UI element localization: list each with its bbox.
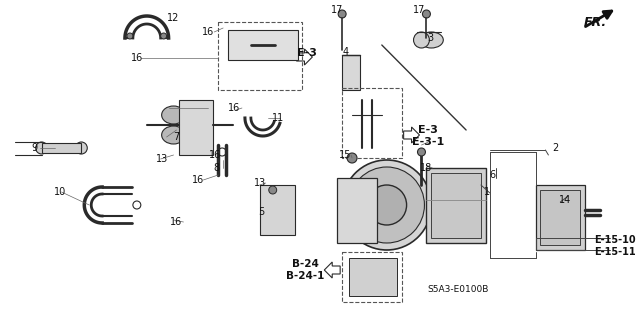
Bar xyxy=(540,190,580,245)
Text: FR.: FR. xyxy=(584,16,607,28)
Bar xyxy=(426,168,486,243)
Polygon shape xyxy=(404,127,419,143)
Polygon shape xyxy=(324,262,340,278)
Text: 9: 9 xyxy=(31,143,38,153)
Text: 6: 6 xyxy=(490,170,496,180)
Circle shape xyxy=(269,186,276,194)
Polygon shape xyxy=(296,49,312,65)
Ellipse shape xyxy=(349,167,424,243)
Bar xyxy=(42,143,81,153)
Text: 2: 2 xyxy=(552,143,559,153)
Bar xyxy=(342,252,402,302)
Text: E-15-11: E-15-11 xyxy=(594,247,636,257)
Text: 18: 18 xyxy=(420,163,433,173)
Bar xyxy=(536,185,585,250)
Text: 16: 16 xyxy=(170,217,182,227)
Ellipse shape xyxy=(419,32,444,48)
Ellipse shape xyxy=(162,106,186,124)
Text: 16: 16 xyxy=(202,27,214,37)
Circle shape xyxy=(161,33,166,39)
Ellipse shape xyxy=(540,213,560,237)
Ellipse shape xyxy=(359,265,375,285)
Text: B-24: B-24 xyxy=(292,259,319,269)
Ellipse shape xyxy=(560,213,580,237)
Circle shape xyxy=(127,33,133,39)
Text: 16: 16 xyxy=(192,175,204,185)
Text: 7: 7 xyxy=(173,132,180,142)
Bar xyxy=(337,178,377,243)
Circle shape xyxy=(422,10,430,18)
Text: E-15-10: E-15-10 xyxy=(594,235,636,245)
Text: 17: 17 xyxy=(331,5,344,15)
Text: E-3-1: E-3-1 xyxy=(412,137,445,147)
Text: 14: 14 xyxy=(559,195,572,205)
Ellipse shape xyxy=(76,142,87,154)
Bar xyxy=(260,185,294,235)
Text: S5A3-E0100B: S5A3-E0100B xyxy=(428,286,489,294)
Ellipse shape xyxy=(235,37,251,53)
Text: 3: 3 xyxy=(428,33,433,43)
Text: 16: 16 xyxy=(209,150,221,160)
Text: 16: 16 xyxy=(131,53,143,63)
Ellipse shape xyxy=(342,160,431,250)
Bar xyxy=(431,173,481,238)
Text: 17: 17 xyxy=(413,5,426,15)
Circle shape xyxy=(417,148,426,156)
Text: 10: 10 xyxy=(54,187,67,197)
Ellipse shape xyxy=(345,203,369,227)
Text: E-3: E-3 xyxy=(298,48,317,58)
Text: 5: 5 xyxy=(258,207,264,217)
Circle shape xyxy=(338,10,346,18)
Ellipse shape xyxy=(442,185,471,205)
Bar xyxy=(342,55,360,90)
Text: 13: 13 xyxy=(156,154,168,164)
Bar xyxy=(179,100,213,155)
Bar xyxy=(228,30,298,60)
Text: 4: 4 xyxy=(343,47,349,57)
Text: 8: 8 xyxy=(213,163,220,173)
Text: 12: 12 xyxy=(167,13,180,23)
Text: 15: 15 xyxy=(339,150,351,160)
Ellipse shape xyxy=(275,37,291,53)
Text: 13: 13 xyxy=(253,178,266,188)
Circle shape xyxy=(347,153,357,163)
Ellipse shape xyxy=(367,185,406,225)
Text: 11: 11 xyxy=(271,113,284,123)
Text: 16: 16 xyxy=(228,103,240,113)
Text: B-24-1: B-24-1 xyxy=(286,271,324,281)
Ellipse shape xyxy=(162,126,186,144)
Ellipse shape xyxy=(36,142,47,154)
Bar xyxy=(342,88,402,158)
Ellipse shape xyxy=(413,32,429,48)
Bar xyxy=(218,22,303,90)
Bar xyxy=(349,258,397,296)
Text: 1: 1 xyxy=(484,187,490,197)
Text: E-3: E-3 xyxy=(419,125,438,135)
